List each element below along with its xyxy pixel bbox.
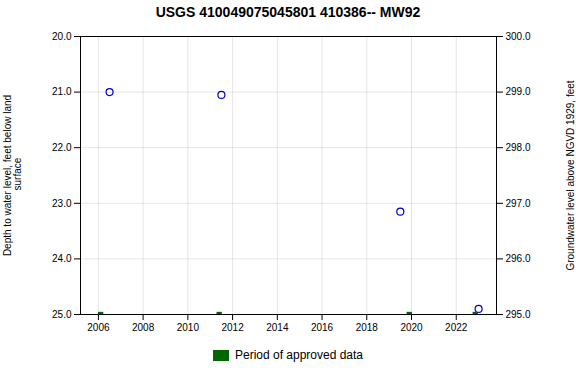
svg-text:2016: 2016 (311, 322, 334, 333)
svg-text:2018: 2018 (356, 322, 379, 333)
svg-text:300.0: 300.0 (506, 31, 531, 42)
svg-text:299.0: 299.0 (506, 86, 531, 97)
svg-text:297.0: 297.0 (506, 198, 531, 209)
svg-text:2020: 2020 (400, 322, 423, 333)
svg-text:298.0: 298.0 (506, 142, 531, 153)
html-text:USGS 410049075045801 410386--: USGS 410049075045801 410386-- MW92 (155, 4, 421, 20)
svg-text:2010: 2010 (177, 322, 200, 333)
html-text:Period of approved data: Period of approved data (235, 348, 363, 362)
svg-text:21.0: 21.0 (52, 86, 72, 97)
svg-text:20.0: 20.0 (52, 31, 72, 42)
svg-text:22.0: 22.0 (52, 142, 72, 153)
svg-text:295.0: 295.0 (506, 309, 531, 320)
svg-text:2014: 2014 (266, 322, 289, 333)
svg-text:25.0: 25.0 (52, 309, 72, 320)
svg-text:2022: 2022 (445, 322, 468, 333)
svg-text:Depth to water level, feet bel: Depth to water level, feet below land su… (2, 95, 23, 256)
svg-text:Groundwater level above NGVD 1: Groundwater level above NGVD 1929, feet (565, 80, 576, 270)
svg-text:2012: 2012 (221, 322, 244, 333)
svg-text:296.0: 296.0 (506, 253, 531, 264)
svg-text:2008: 2008 (132, 322, 155, 333)
svg-text:24.0: 24.0 (52, 253, 72, 264)
svg-text:23.0: 23.0 (52, 198, 72, 209)
svg-text:2006: 2006 (87, 322, 110, 333)
